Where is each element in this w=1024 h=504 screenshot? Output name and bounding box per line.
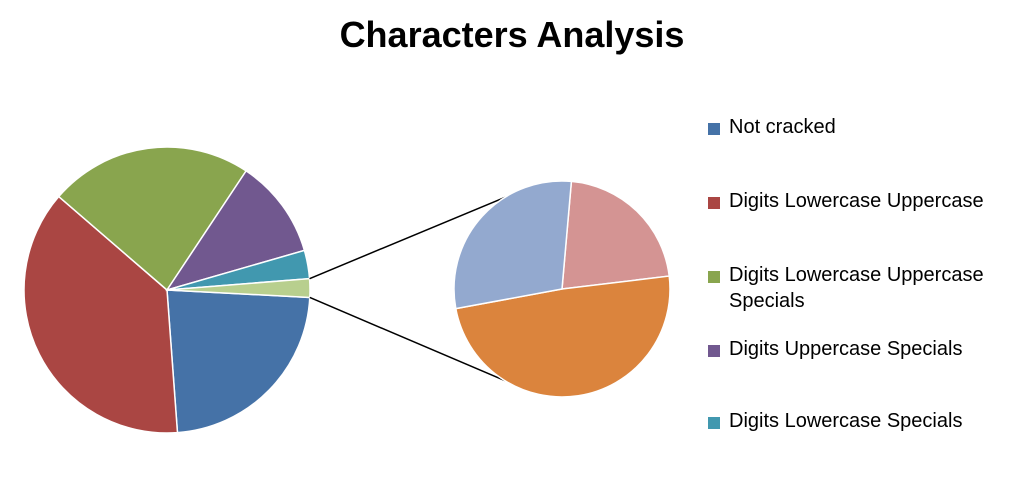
main-pie-slice-2 xyxy=(57,146,248,292)
legend-item: Digits Uppercase Specials xyxy=(708,336,1018,362)
legend-swatch xyxy=(708,271,720,283)
legend-swatch xyxy=(708,197,720,209)
main-pie xyxy=(23,146,311,434)
main-pie-slice-0 xyxy=(166,289,311,434)
chart-title: Characters Analysis xyxy=(339,14,685,55)
legend-swatch xyxy=(708,123,720,135)
legend-item: Digits Lowercase Specials xyxy=(708,408,1018,434)
legend-label: Digits Lowercase Uppercase Specials xyxy=(729,264,984,312)
legend-item: Digits Lowercase Uppercase Specials xyxy=(708,262,1018,314)
secondary-pie-slice-2 xyxy=(453,180,573,310)
main-pie-slice-5 xyxy=(166,277,311,299)
secondary-pie-slice-1 xyxy=(454,275,671,398)
secondary-pie-slice-0 xyxy=(561,180,671,290)
legend-item: Digits Lowercase Uppercase xyxy=(708,188,1018,214)
secondary-pie xyxy=(453,180,671,398)
legend-item: Not cracked xyxy=(708,114,1018,140)
legend-label: Digits Lowercase Specials xyxy=(729,410,963,432)
main-pie-slice-1 xyxy=(23,195,179,434)
legend-swatch xyxy=(708,345,720,357)
connector-line-1 xyxy=(309,296,506,382)
connector-line-0 xyxy=(309,196,506,280)
legend-label: Digits Lowercase Uppercase xyxy=(729,190,984,212)
legend-label: Digits Uppercase Specials xyxy=(729,338,963,360)
legend-swatch xyxy=(708,417,720,429)
connector-lines xyxy=(309,196,506,382)
legend-label: Not cracked xyxy=(729,116,836,138)
